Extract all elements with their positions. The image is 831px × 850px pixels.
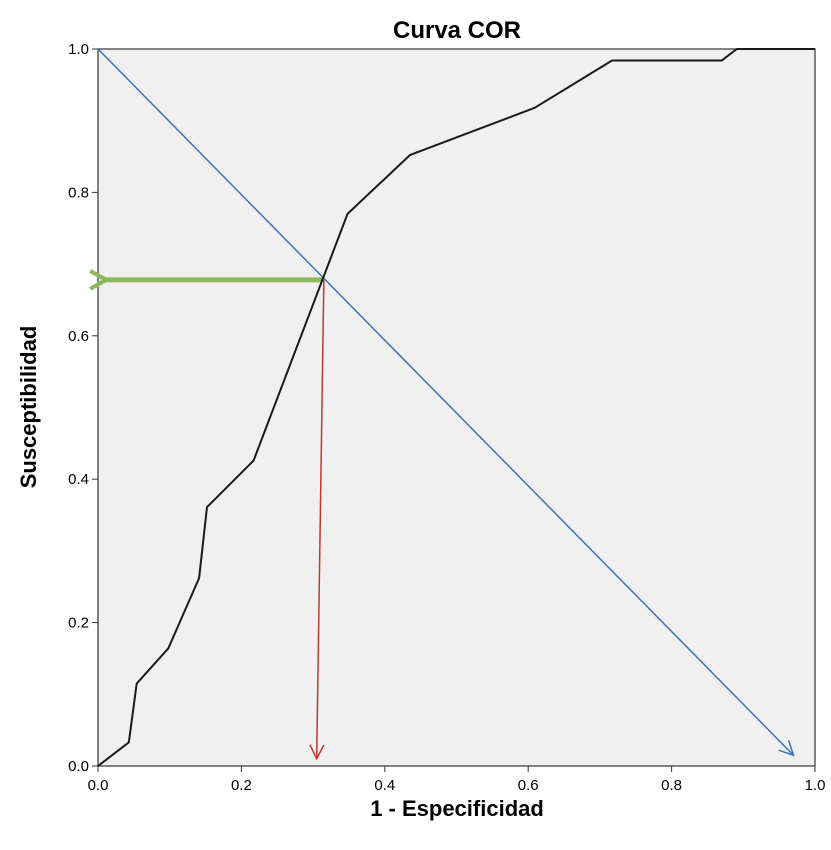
- arrowhead: [778, 740, 795, 757]
- y-axis: 0.0 0.2 0.4 0.6 0.8 1.0: [68, 41, 98, 775]
- y-tick-label: 0.4: [68, 471, 89, 488]
- x-tick-label: 0.6: [518, 777, 539, 794]
- y-tick-label: 0.0: [68, 758, 89, 775]
- y-tick-label: 1.0: [68, 41, 89, 58]
- diagonal-arrow: [97, 48, 795, 756]
- x-tick-label: 1.0: [805, 777, 826, 794]
- x-axis-title: 1 - Especificidad: [370, 796, 544, 821]
- x-tick-label: 0.0: [88, 777, 109, 794]
- x-tick-label: 0.4: [374, 777, 395, 794]
- annotations: [89, 48, 795, 761]
- x-tick-label: 0.8: [661, 777, 682, 794]
- x-axis: 0.0 0.2 0.4 0.6 0.8 1.0: [88, 766, 826, 794]
- y-tick-label: 0.8: [68, 184, 89, 201]
- arrowhead: [309, 744, 325, 761]
- y-tick-label: 0.6: [68, 328, 89, 345]
- chart-title: Curva COR: [393, 17, 521, 44]
- specificity-arrow: [315, 279, 325, 759]
- x-tick-label: 0.2: [231, 777, 252, 794]
- roc-curve: [97, 48, 815, 767]
- y-axis-title: Susceptibilidad: [16, 326, 41, 489]
- plot-area: [97, 48, 816, 767]
- series-layer: [97, 48, 815, 767]
- y-tick-label: 0.2: [68, 615, 89, 632]
